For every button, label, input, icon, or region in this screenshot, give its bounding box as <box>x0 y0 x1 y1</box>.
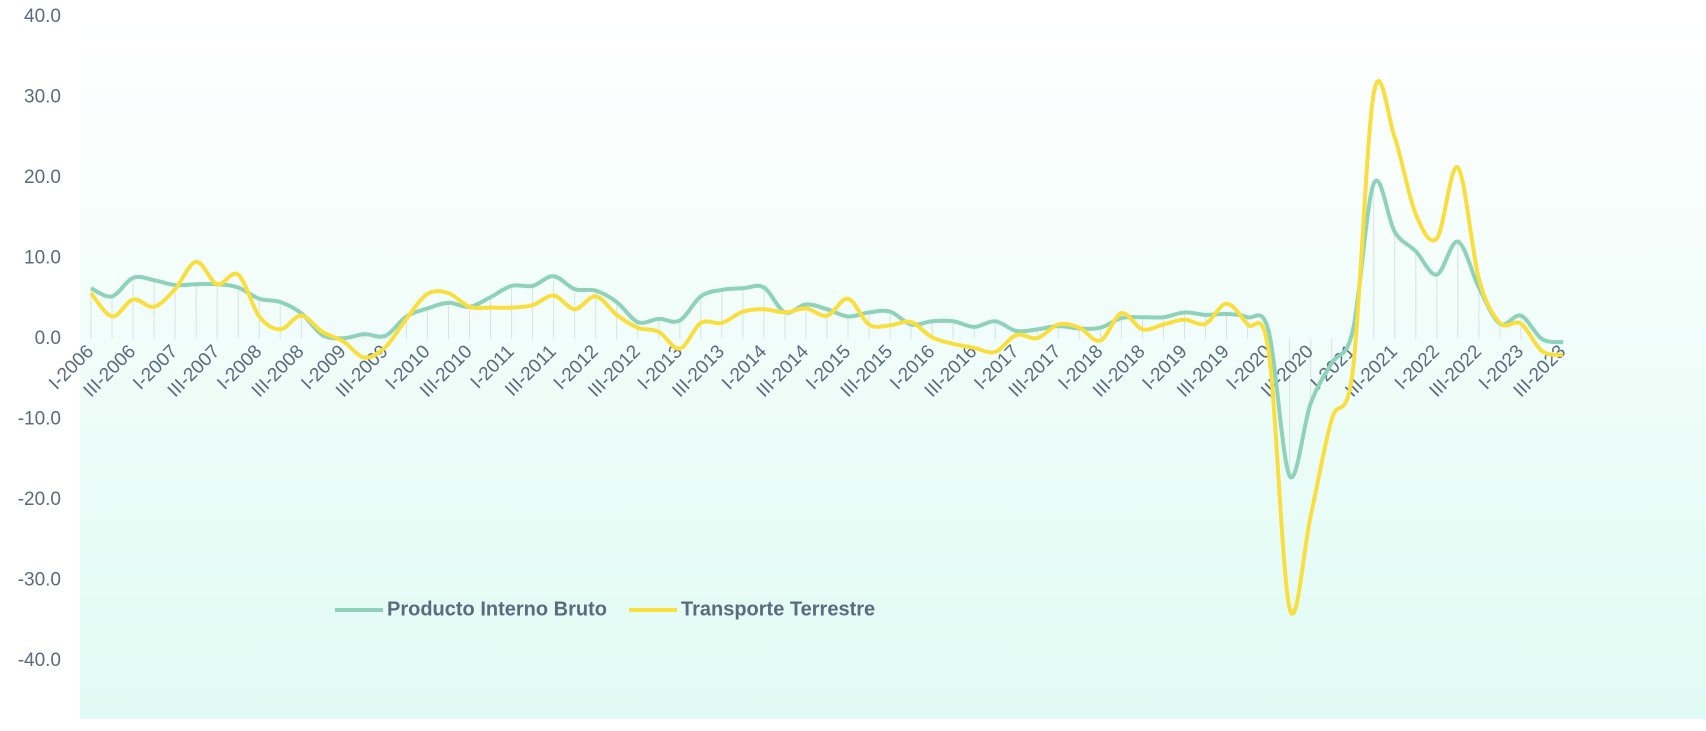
y-tick-label: 20.0 <box>24 167 61 188</box>
y-tick-label: -40.0 <box>18 650 61 671</box>
y-tick-label: -10.0 <box>18 409 61 430</box>
y-tick-label: 10.0 <box>24 248 61 269</box>
series-line <box>90 178 1564 480</box>
y-tick-label: -20.0 <box>18 489 61 510</box>
y-tick-label: 40.0 <box>24 6 61 27</box>
legend-label: Transporte Terrestre <box>681 598 875 620</box>
plot-background <box>80 17 1706 719</box>
y-tick-label: 30.0 <box>24 87 61 108</box>
legend-label: Producto Interno Bruto <box>387 598 607 620</box>
series-line <box>89 79 1564 616</box>
y-tick-label: 0.0 <box>35 328 61 349</box>
y-tick-label: -30.0 <box>18 570 61 591</box>
